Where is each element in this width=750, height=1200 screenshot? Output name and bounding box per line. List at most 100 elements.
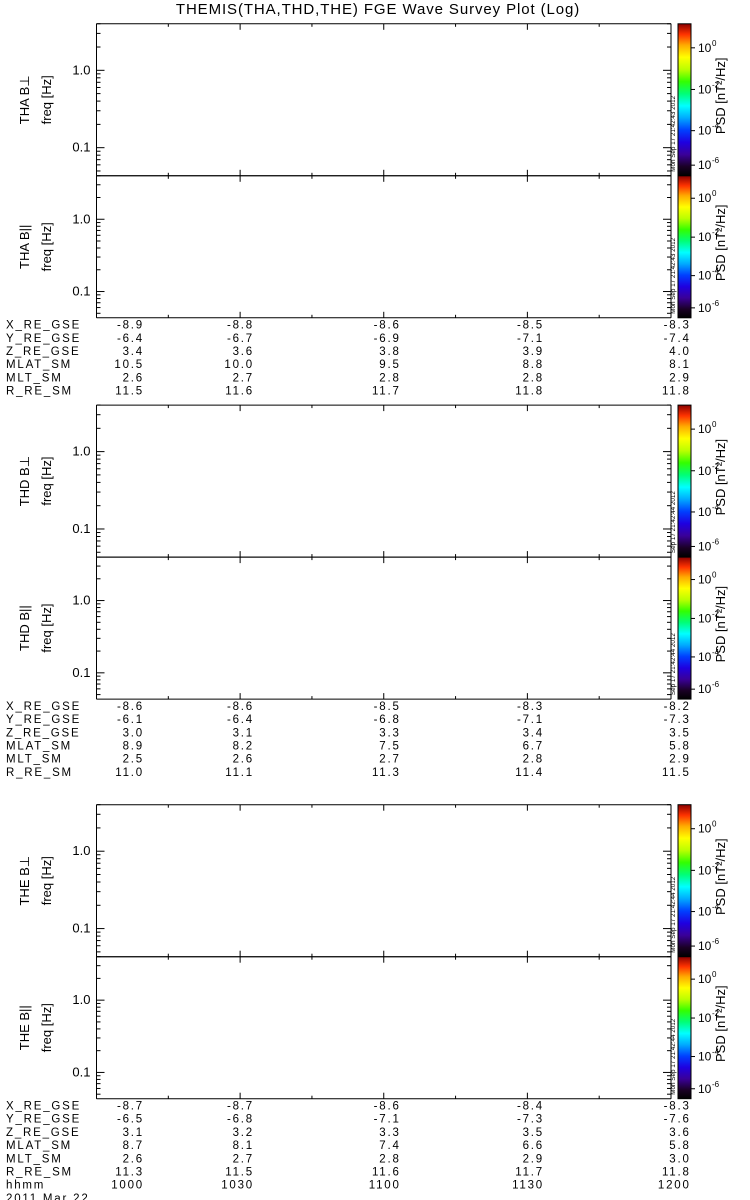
svg-text:-6.8: -6.8 [374, 714, 401, 726]
svg-text:10: 10 [698, 573, 712, 587]
svg-text:3.0: 3.0 [669, 1153, 690, 1165]
svg-text:10: 10 [698, 269, 712, 283]
svg-text:PSD [nT²/Hz]: PSD [nT²/Hz] [713, 205, 728, 282]
svg-text:-6.9: -6.9 [374, 333, 401, 345]
svg-text:0: 0 [712, 420, 717, 429]
svg-text:THA B||: THA B|| [17, 225, 32, 269]
svg-text:11.0: 11.0 [115, 767, 144, 779]
svg-text:-7.1: -7.1 [517, 333, 544, 345]
svg-text:-7.1: -7.1 [517, 714, 544, 726]
svg-text:-7.3: -7.3 [664, 714, 691, 726]
svg-text:2.9: 2.9 [669, 754, 690, 766]
svg-text:Z_RE_GSE: Z_RE_GSE [6, 727, 80, 739]
svg-text:3.2: 3.2 [233, 1127, 254, 1139]
svg-text:-8.5: -8.5 [374, 701, 401, 713]
svg-text:8.8: 8.8 [523, 359, 544, 371]
svg-text:-6: -6 [712, 537, 720, 546]
svg-text:10.0: 10.0 [224, 359, 254, 371]
svg-text:1.0: 1.0 [72, 211, 90, 226]
svg-text:2.6: 2.6 [233, 754, 254, 766]
svg-text:Y_RE_GSE: Y_RE_GSE [6, 1114, 81, 1126]
svg-text:10: 10 [698, 158, 712, 172]
svg-text:-6: -6 [712, 299, 720, 308]
svg-text:10: 10 [698, 1082, 712, 1096]
svg-text:-8.6: -8.6 [117, 701, 144, 713]
svg-text:Mon Sep 17 21:42:43 2012: Mon Sep 17 21:42:43 2012 [670, 95, 677, 171]
svg-text:-8.3: -8.3 [664, 1101, 691, 1113]
svg-text:3.9: 3.9 [523, 346, 544, 358]
svg-text:4.0: 4.0 [669, 346, 690, 358]
svg-text:-6: -6 [712, 1080, 720, 1089]
svg-text:Mon Sep 17 21:42:44 2012: Mon Sep 17 21:42:44 2012 [670, 876, 677, 952]
svg-text:10: 10 [698, 611, 712, 625]
svg-text:R_RE_SM: R_RE_SM [6, 767, 73, 779]
svg-text:11.5: 11.5 [662, 767, 691, 779]
svg-text:freq [Hz]: freq [Hz] [39, 222, 54, 271]
svg-text:2.6: 2.6 [123, 1153, 144, 1165]
svg-text:1.0: 1.0 [72, 444, 90, 459]
svg-text:PSD [nT²/Hz]: PSD [nT²/Hz] [713, 586, 728, 663]
svg-text:0.1: 0.1 [72, 521, 90, 536]
svg-text:-7.3: -7.3 [517, 1114, 544, 1126]
svg-text:-7.6: -7.6 [664, 1114, 691, 1126]
svg-text:10: 10 [698, 682, 712, 696]
svg-text:1.0: 1.0 [72, 992, 90, 1007]
svg-text:-8.8: -8.8 [227, 320, 254, 332]
svg-text:-8.5: -8.5 [517, 320, 544, 332]
svg-text:Mon Sep 17 21:42:43 2012: Mon Sep 17 21:42:43 2012 [670, 237, 677, 313]
svg-text:2.8: 2.8 [379, 372, 400, 384]
svg-text:1.0: 1.0 [72, 843, 90, 858]
svg-text:freq [Hz]: freq [Hz] [39, 75, 54, 124]
svg-text:0: 0 [712, 571, 717, 580]
svg-text:2.6: 2.6 [123, 372, 144, 384]
svg-text:11.3: 11.3 [372, 767, 401, 779]
svg-text:10.5: 10.5 [114, 359, 144, 371]
svg-text:-8.7: -8.7 [117, 1101, 144, 1113]
svg-text:2.7: 2.7 [233, 372, 254, 384]
svg-text:5.8: 5.8 [669, 1140, 690, 1152]
svg-text:3.6: 3.6 [669, 1127, 690, 1139]
svg-text:THE B||: THE B|| [17, 1005, 32, 1050]
svg-text:2.8: 2.8 [379, 1153, 400, 1165]
svg-text:3.6: 3.6 [233, 346, 254, 358]
svg-text:0: 0 [712, 189, 717, 198]
svg-text:-8.3: -8.3 [517, 701, 544, 713]
svg-text:1.0: 1.0 [72, 593, 90, 608]
svg-text:MLAT_SM: MLAT_SM [6, 741, 72, 753]
svg-text:MLAT_SM: MLAT_SM [6, 1140, 72, 1152]
svg-text:11.5: 11.5 [225, 1167, 254, 1179]
svg-text:10: 10 [698, 124, 712, 138]
svg-text:MLT_SM: MLT_SM [6, 1153, 63, 1165]
svg-text:1130: 1130 [512, 1180, 544, 1192]
svg-text:-6.4: -6.4 [117, 333, 144, 345]
svg-text:THA B⊥: THA B⊥ [17, 75, 32, 124]
svg-text:2.9: 2.9 [523, 1153, 544, 1165]
svg-text:MLT_SM: MLT_SM [6, 754, 63, 766]
svg-text:PSD [nT²/Hz]: PSD [nT²/Hz] [713, 58, 728, 135]
svg-text:X_RE_GSE: X_RE_GSE [6, 701, 81, 713]
svg-text:10: 10 [698, 905, 712, 919]
svg-text:-8.6: -8.6 [374, 1101, 401, 1113]
svg-text:2.9: 2.9 [669, 372, 690, 384]
svg-text:11.5: 11.5 [115, 386, 144, 398]
svg-text:10: 10 [698, 1050, 712, 1064]
svg-text:3.1: 3.1 [123, 1127, 144, 1139]
svg-text:1000: 1000 [111, 1180, 144, 1192]
svg-text:10: 10 [698, 41, 712, 55]
svg-text:10: 10 [698, 939, 712, 953]
svg-text:X_RE_GSE: X_RE_GSE [6, 320, 81, 332]
svg-text:0: 0 [712, 820, 717, 829]
svg-text:R_RE_SM: R_RE_SM [6, 386, 73, 398]
svg-text:10: 10 [698, 1011, 712, 1025]
svg-text:10: 10 [698, 822, 712, 836]
svg-text:freq [Hz]: freq [Hz] [39, 457, 54, 506]
svg-text:-8.4: -8.4 [517, 1101, 544, 1113]
svg-text:1200: 1200 [658, 1180, 691, 1192]
svg-text:0: 0 [712, 39, 717, 48]
svg-text:-8.2: -8.2 [664, 701, 691, 713]
svg-text:Z_RE_GSE: Z_RE_GSE [6, 1127, 80, 1139]
svg-text:Z_RE_GSE: Z_RE_GSE [6, 346, 80, 358]
svg-text:11.8: 11.8 [662, 386, 691, 398]
svg-text:3.4: 3.4 [123, 346, 144, 358]
svg-text:10: 10 [698, 863, 712, 877]
